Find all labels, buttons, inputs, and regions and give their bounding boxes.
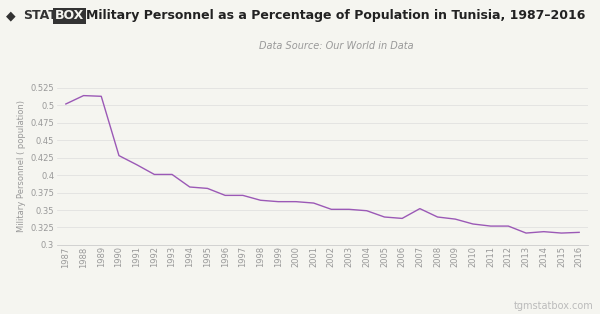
Text: STAT: STAT — [23, 9, 56, 22]
Text: Data Source: Our World in Data: Data Source: Our World in Data — [259, 41, 413, 51]
Text: ◆: ◆ — [6, 9, 16, 22]
Text: BOX: BOX — [55, 9, 85, 22]
Text: Military Personnel as a Percentage of Population in Tunisia, 1987–2016: Military Personnel as a Percentage of Po… — [86, 9, 586, 22]
Text: tgmstatbox.com: tgmstatbox.com — [514, 301, 594, 311]
Y-axis label: Military Personnel ( population): Military Personnel ( population) — [17, 100, 26, 232]
